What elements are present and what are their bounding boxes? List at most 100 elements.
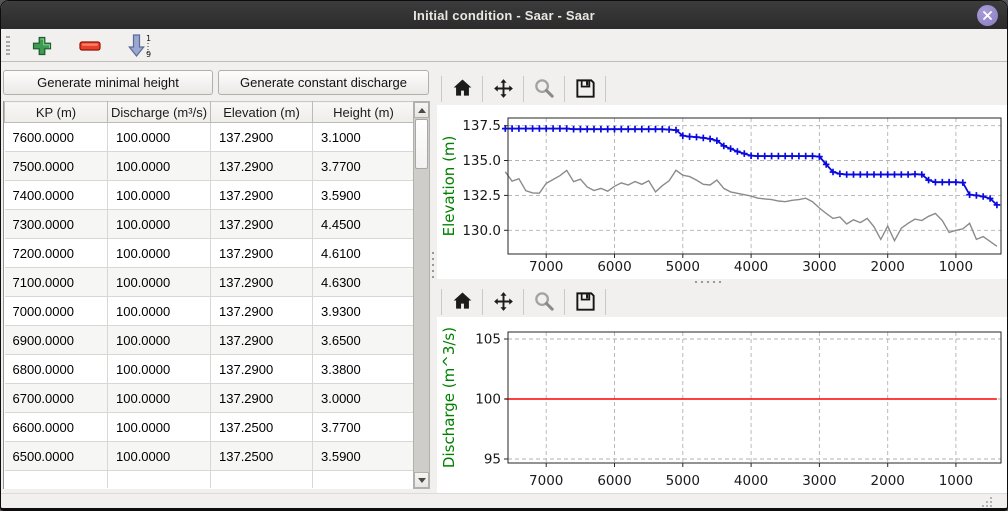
- table-cell[interactable]: 3.1000: [312, 122, 413, 152]
- elevation-chart-canvas[interactable]: 7000 6000 5000 4000 3000 2000 1000 137.5 135.0 13…: [437, 105, 1008, 279]
- table-cell[interactable]: 137.2900: [210, 209, 313, 239]
- table-row[interactable]: 7000.0000 100.0000 137.2900 3.9300: [4, 296, 413, 326]
- table-cell[interactable]: 100.0000: [107, 296, 211, 326]
- table-cell[interactable]: 100.0000: [107, 412, 211, 442]
- zoom-button[interactable]: [528, 287, 560, 317]
- table-cell[interactable]: 100.0000: [107, 267, 211, 297]
- save-button[interactable]: [569, 287, 601, 317]
- main-toolbar: 1 9: [1, 29, 1007, 62]
- table-cell[interactable]: 137.2900: [210, 151, 313, 181]
- remove-row-button[interactable]: [75, 32, 105, 59]
- table-cell[interactable]: 100.0000: [107, 441, 211, 471]
- x-tick-label: 1000: [939, 259, 973, 275]
- table-cell[interactable]: 137.2900: [210, 238, 313, 268]
- table-cell[interactable]: 7100.0000: [4, 267, 108, 297]
- separator: [523, 288, 524, 315]
- table-cell[interactable]: 137.2900: [210, 383, 313, 413]
- table-row[interactable]: 6800.0000 100.0000 137.2900 3.3800: [4, 354, 413, 384]
- table-body: 7600.0000 100.0000 137.2900 3.1000 7500.0000…: [4, 122, 413, 488]
- scrollbar-thumb[interactable]: [415, 119, 428, 169]
- table-header-row: KP (m) Discharge (m³/s) Elevation (m) He…: [4, 101, 413, 123]
- table-cell[interactable]: 137.2900: [210, 325, 313, 355]
- x-tick-label: 6000: [597, 473, 631, 489]
- separator: [441, 288, 442, 315]
- table-cell[interactable]: 137.2900: [210, 354, 313, 384]
- table-cell[interactable]: 3.5900: [312, 180, 413, 210]
- table-cell[interactable]: 137.2900: [210, 296, 313, 326]
- scroll-up-button[interactable]: [414, 102, 429, 118]
- table-cell[interactable]: 100.0000: [107, 180, 211, 210]
- table-cell[interactable]: 100.0000: [107, 325, 211, 355]
- vertical-splitter-handle[interactable]: [430, 62, 436, 493]
- column-header-discharge[interactable]: Discharge (m³/s): [107, 101, 211, 123]
- table-cell[interactable]: 4.6100: [312, 238, 413, 268]
- table-cell[interactable]: 6800.0000: [4, 354, 108, 384]
- table-row[interactable]: 6700.0000 100.0000 137.2900 3.0000: [4, 383, 413, 413]
- pan-button[interactable]: [487, 74, 519, 104]
- table-cell[interactable]: 137.2500: [210, 412, 313, 442]
- table-cell[interactable]: 7600.0000: [4, 122, 108, 152]
- home-button[interactable]: [446, 74, 478, 104]
- table-cell[interactable]: 3.7700: [312, 151, 413, 181]
- table-cell[interactable]: 137.2900: [210, 180, 313, 210]
- zoom-button[interactable]: [528, 74, 560, 104]
- column-header-kp[interactable]: KP (m): [4, 101, 108, 123]
- column-header-height[interactable]: Height (m): [312, 101, 413, 123]
- table-cell[interactable]: 7500.0000: [4, 151, 108, 181]
- table-cell[interactable]: 3.7700: [312, 412, 413, 442]
- table-cell[interactable]: 3.9300: [312, 296, 413, 326]
- table-cell[interactable]: 100.0000: [107, 354, 211, 384]
- generate-constant-discharge-button[interactable]: Generate constant discharge: [218, 70, 429, 95]
- table-cell[interactable]: 100.0000: [107, 238, 211, 268]
- table-cell[interactable]: 137.2500: [210, 441, 313, 471]
- table-cell[interactable]: 3.3800: [312, 354, 413, 384]
- table-row[interactable]: 6500.0000 100.0000 137.2500 3.5900: [4, 441, 413, 471]
- generate-minimal-height-button[interactable]: Generate minimal height: [3, 70, 213, 95]
- table-cell[interactable]: 7000.0000: [4, 296, 108, 326]
- sort-rows-button[interactable]: 1 9: [123, 32, 157, 59]
- y-tick-label: 100: [475, 392, 501, 408]
- table-scrollbar[interactable]: [413, 101, 430, 489]
- table-cell[interactable]: 100.0000: [107, 122, 211, 152]
- add-row-button[interactable]: [27, 32, 57, 59]
- table-row[interactable]: 6600.0000 100.0000 137.2500 3.7700: [4, 412, 413, 442]
- resize-grip[interactable]: [981, 496, 993, 508]
- titlebar[interactable]: Initial condition - Saar - Saar: [1, 1, 1007, 29]
- discharge-chart-canvas[interactable]: 7000 6000 5000 4000 3000 2000 1000 105 100 95 Disc…: [437, 317, 1008, 493]
- scroll-down-button[interactable]: [414, 472, 429, 488]
- table-row[interactable]: 7600.0000 100.0000 137.2900 3.1000: [4, 122, 413, 152]
- discharge-figure: 7000 6000 5000 4000 3000 2000 1000 105 100 95 Disc…: [437, 317, 1008, 493]
- table-cell[interactable]: 137.2900: [210, 122, 313, 152]
- table-row[interactable]: 6900.0000 100.0000 137.2900 3.6500: [4, 325, 413, 355]
- toolbar-drag-handle[interactable]: [6, 36, 10, 55]
- table-cell[interactable]: 7300.0000: [4, 209, 108, 239]
- table-row[interactable]: 7300.0000 100.0000 137.2900 4.4500: [4, 209, 413, 239]
- table-cell[interactable]: 100.0000: [107, 383, 211, 413]
- pan-button[interactable]: [487, 287, 519, 317]
- home-button[interactable]: [446, 287, 478, 317]
- table-cell[interactable]: 4.6300: [312, 267, 413, 297]
- table-cell[interactable]: 7200.0000: [4, 238, 108, 268]
- table-row[interactable]: 7400.0000 100.0000 137.2900 3.5900: [4, 180, 413, 210]
- table-cell[interactable]: 6700.0000: [4, 383, 108, 413]
- table-cell[interactable]: 6900.0000: [4, 325, 108, 355]
- table-cell[interactable]: 3.0000: [312, 383, 413, 413]
- table-row[interactable]: 7100.0000 100.0000 137.2900 4.6300: [4, 267, 413, 297]
- close-button[interactable]: [977, 5, 998, 26]
- column-header-elevation[interactable]: Elevation (m): [210, 101, 313, 123]
- horizontal-splitter-handle[interactable]: [437, 278, 1007, 286]
- table-cell[interactable]: 100.0000: [107, 209, 211, 239]
- table-cell[interactable]: 3.5900: [312, 441, 413, 471]
- table-row[interactable]: 7200.0000 100.0000 137.2900 4.6100: [4, 238, 413, 268]
- arrow-up-icon: [417, 107, 426, 113]
- save-button[interactable]: [569, 74, 601, 104]
- table-cell[interactable]: 4.4500: [312, 209, 413, 239]
- table-cell[interactable]: 100.0000: [107, 151, 211, 181]
- table-cell[interactable]: 137.2900: [210, 267, 313, 297]
- table-cell[interactable]: 6500.0000: [4, 441, 108, 471]
- table-cell[interactable]: 7400.0000: [4, 180, 108, 210]
- y-axis-label: Discharge (m^3/s): [440, 327, 458, 468]
- table-cell[interactable]: 3.6500: [312, 325, 413, 355]
- table-cell[interactable]: 6600.0000: [4, 412, 108, 442]
- table-row[interactable]: 7500.0000 100.0000 137.2900 3.7700: [4, 151, 413, 181]
